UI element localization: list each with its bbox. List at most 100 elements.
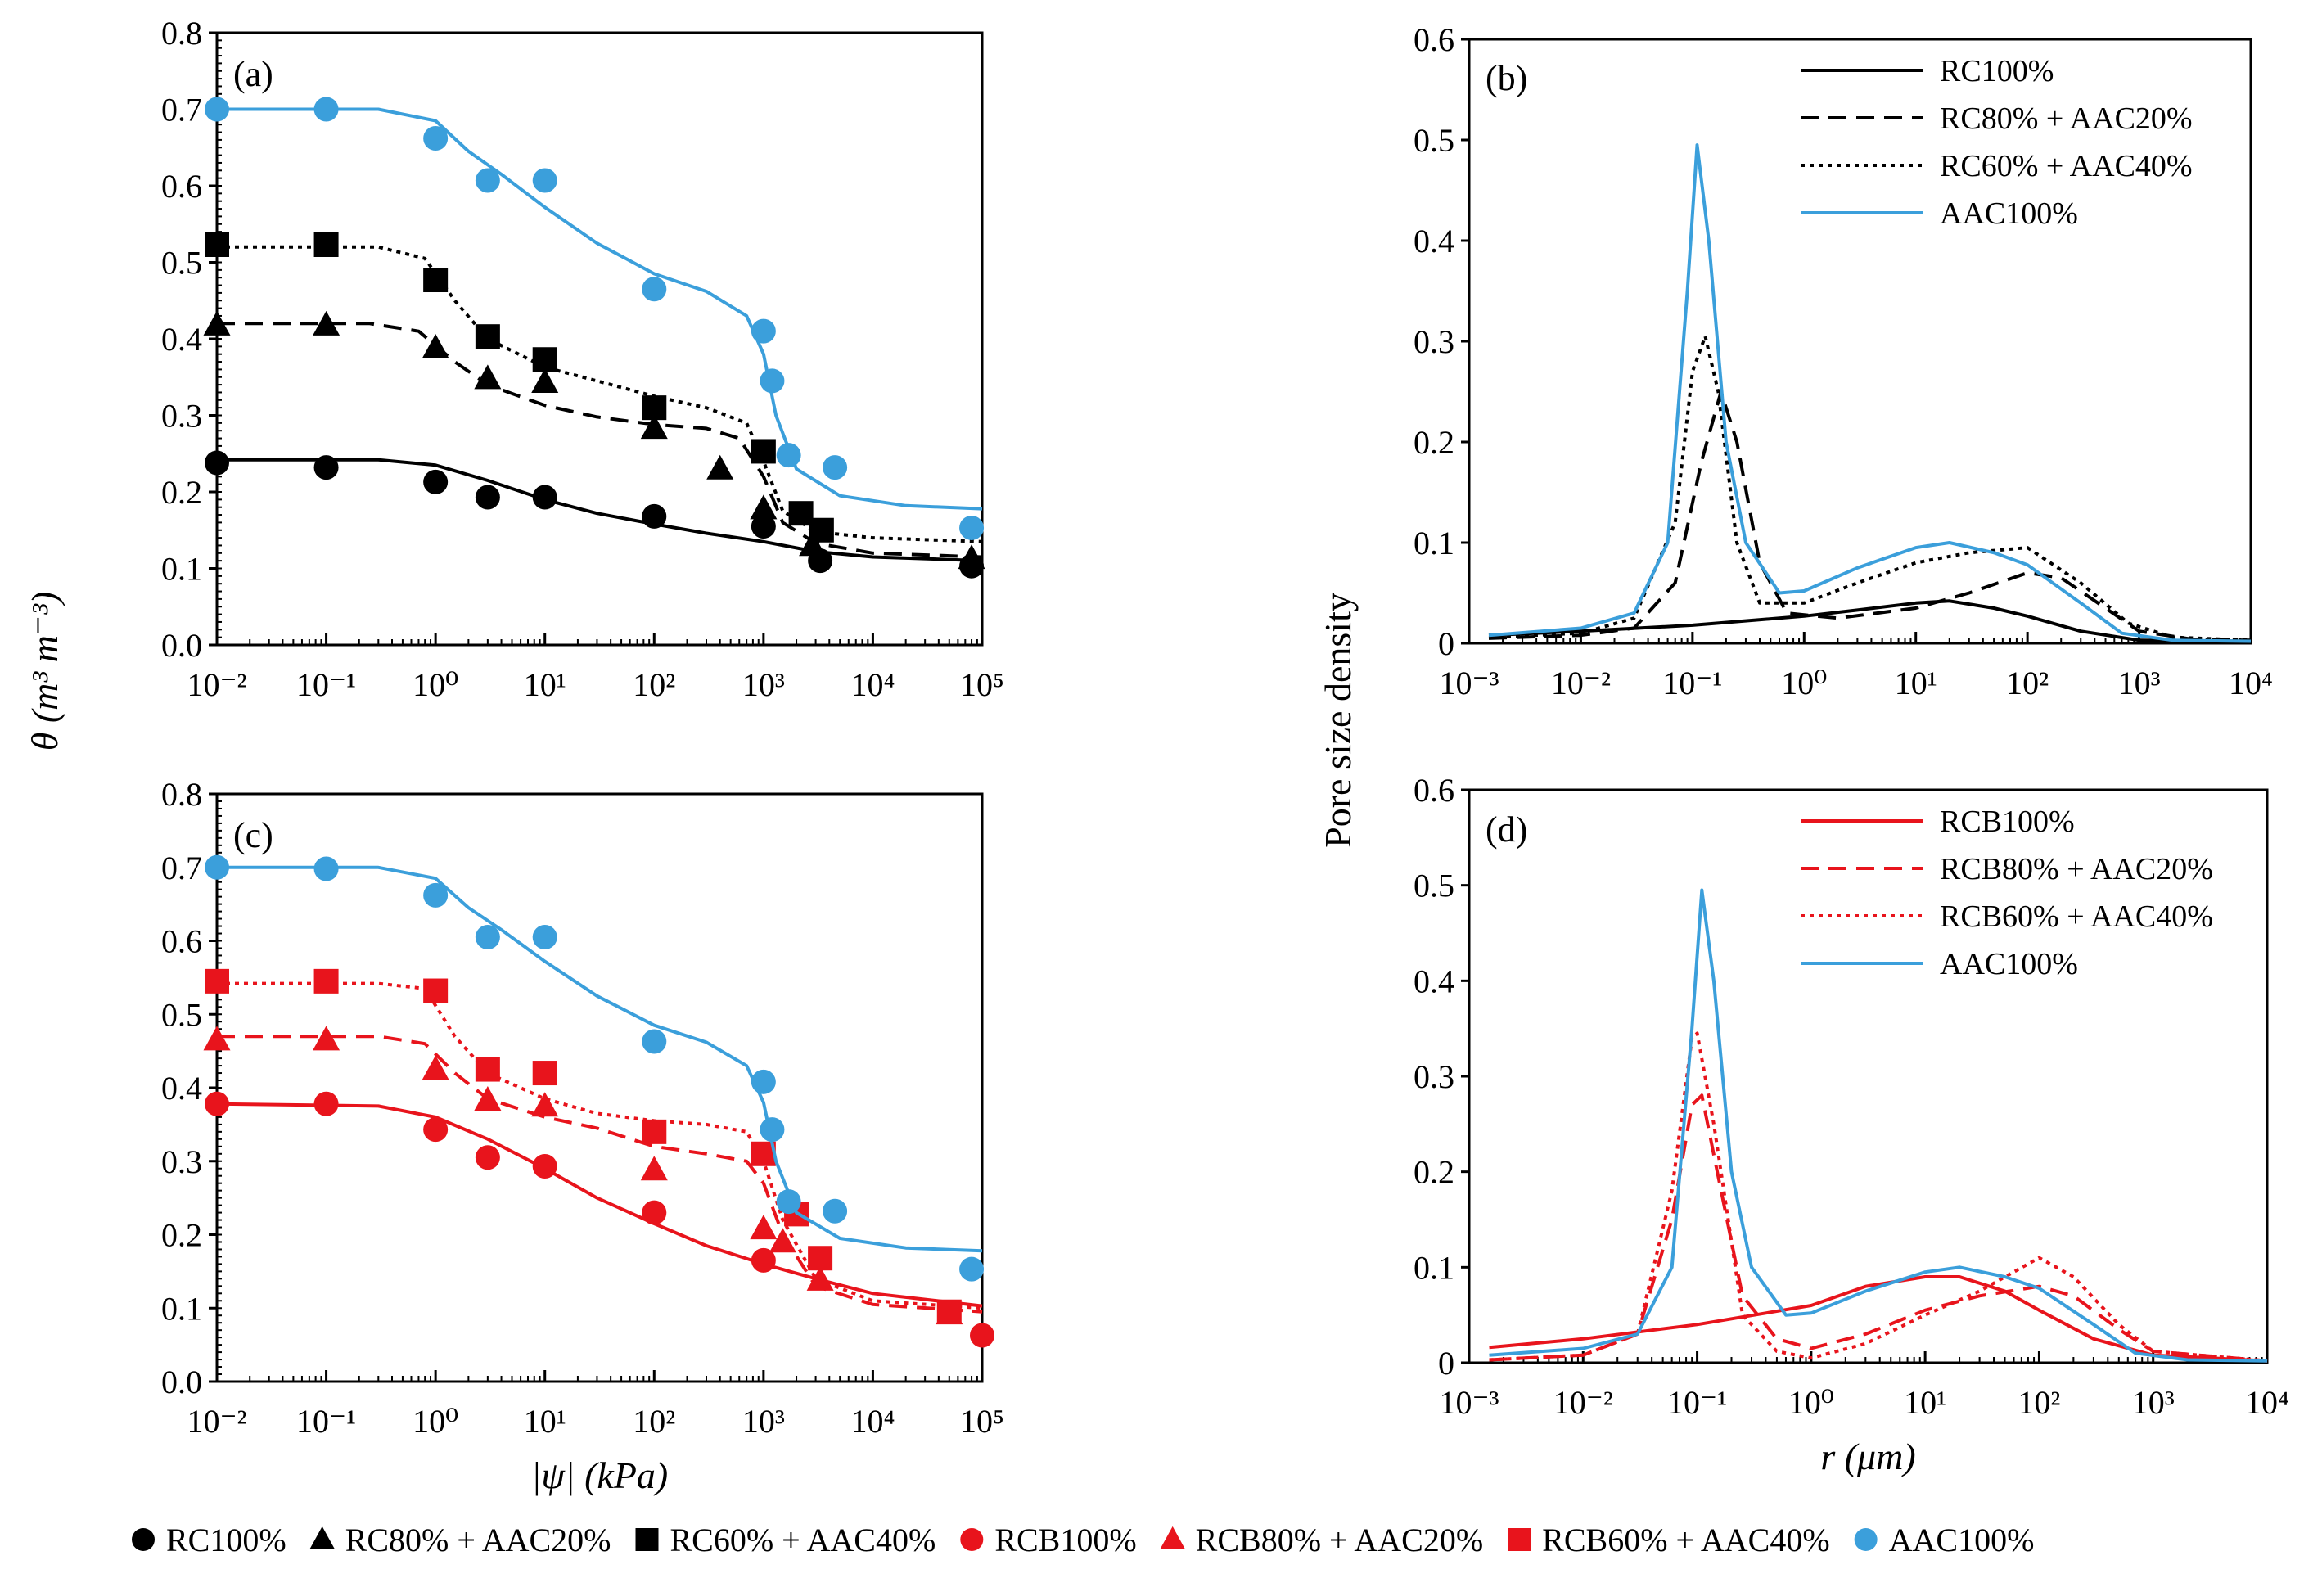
- y-tick-label: 0.3: [161, 398, 202, 435]
- legend-marker: [1160, 1526, 1186, 1549]
- panel-label: (c): [233, 815, 273, 855]
- x-tick-label: 10⁻²: [187, 1403, 246, 1440]
- legend-label: AAC100%: [1940, 947, 2078, 981]
- data-point: [751, 1247, 776, 1273]
- data-point: [532, 168, 557, 193]
- y-tick-label: 0.3: [161, 1143, 202, 1180]
- data-point: [760, 1117, 785, 1143]
- data-point: [313, 97, 339, 122]
- data-point: [751, 439, 776, 464]
- y-tick-label: 0.2: [1413, 1154, 1454, 1191]
- series-line: [1488, 390, 2252, 642]
- y-tick-label: 0.2: [161, 1217, 202, 1254]
- y-tick-label: 0.3: [1413, 1058, 1454, 1095]
- x-tick-label: 10⁻¹: [1667, 1384, 1727, 1421]
- y-tick-label: 0.3: [1413, 323, 1454, 360]
- y-tick-label: 0: [1438, 625, 1454, 662]
- panel-d: 0 0.1 0.2 0.3 0.4 0.5 0.6 10⁻³ 10⁻² 10⁻¹ 10⁰ 10¹ 10²…: [1413, 772, 2289, 1477]
- x-tick-label: 10²: [2018, 1384, 2060, 1421]
- legend-label: RC100%: [166, 1522, 286, 1558]
- x-tick-label: 10³: [742, 666, 785, 703]
- y-tick-label: 0.5: [1413, 868, 1454, 904]
- x-tick-label: 10³: [742, 1403, 785, 1440]
- data-point: [799, 531, 827, 557]
- data-point: [205, 232, 229, 257]
- series-line: [217, 865, 983, 1253]
- data-point: [475, 925, 500, 950]
- data-point: [313, 1026, 340, 1051]
- y-tick-label: 0.8: [161, 15, 202, 52]
- data-point: [313, 310, 340, 336]
- y-tick-label: 0.4: [161, 1070, 202, 1107]
- y-tick-label: 0.0: [161, 627, 202, 664]
- y-tick-label: 0.6: [1413, 772, 1454, 809]
- y-tick-label: 0.5: [161, 996, 202, 1033]
- y-tick-label: 0.7: [161, 92, 202, 128]
- data-point: [808, 1246, 833, 1271]
- data-point: [474, 364, 502, 390]
- legend-label: RC60% + AAC40%: [670, 1522, 936, 1558]
- data-point: [203, 310, 231, 336]
- x-tick-label: 10¹: [524, 1403, 566, 1440]
- data-point: [751, 1069, 776, 1094]
- ylabel-left: θ (m³ m⁻³): [24, 592, 65, 751]
- x-tick-label: 10²: [2006, 665, 2049, 701]
- panel-a: 0.0 0.1 0.2 0.3 0.4 0.5 0.6 0.7 0.8 10⁻² 10⁻¹ 10⁰ 10…: [161, 15, 1004, 703]
- data-point: [313, 856, 339, 881]
- data-point: [313, 1091, 339, 1116]
- x-tick-label: 10⁻³: [1439, 665, 1499, 701]
- data-point: [423, 1117, 449, 1143]
- panel-b: 0 0.1 0.2 0.3 0.4 0.5 0.6 10⁻³ 10⁻² 10⁻¹ 10⁰ 10¹ 10²…: [1413, 21, 2273, 701]
- y-tick-label: 0.5: [1413, 122, 1454, 159]
- data-point: [423, 882, 449, 908]
- data-point: [532, 485, 557, 510]
- legend-label: RCB80% + AAC20%: [1940, 852, 2213, 886]
- legend-marker: [132, 1528, 155, 1551]
- data-point: [642, 1200, 667, 1225]
- y-tick-label: 0.6: [1413, 21, 1454, 58]
- data-point: [532, 925, 557, 950]
- y-tick-label: 0.1: [1413, 525, 1454, 561]
- x-tick-label: 10⁵: [960, 1403, 1004, 1440]
- data-point: [205, 968, 229, 994]
- data-point: [205, 450, 229, 476]
- data-point: [750, 1215, 778, 1240]
- data-point: [205, 97, 229, 122]
- series-line: [1488, 143, 2252, 643]
- legend-label: RC80% + AAC20%: [345, 1522, 611, 1558]
- data-point: [970, 1323, 994, 1348]
- x-tick-label: 10⁻²: [1553, 1384, 1613, 1421]
- y-tick-label: 0.1: [1413, 1249, 1454, 1286]
- data-point: [750, 494, 778, 520]
- y-tick-label: 0.0: [161, 1364, 202, 1400]
- data-point: [532, 1154, 557, 1179]
- y-tick-label: 0.6: [161, 168, 202, 205]
- data-point: [313, 232, 339, 257]
- data-point: [531, 368, 559, 394]
- y-tick-label: 0.4: [1413, 223, 1454, 259]
- legend-label: RC80% + AAC20%: [1940, 101, 2193, 136]
- data-point: [423, 978, 449, 1003]
- y-tick-label: 0: [1438, 1345, 1454, 1382]
- data-point: [959, 1256, 985, 1282]
- x-tick-label: 10²: [633, 666, 675, 703]
- data-point: [809, 517, 834, 543]
- data-point: [532, 347, 557, 372]
- legend: RC100% RC80% + AAC20% RC60% + AAC40% AAC100…: [1801, 54, 2193, 231]
- y-tick-label: 0.2: [1413, 424, 1454, 461]
- data-point: [475, 324, 500, 349]
- data-point: [422, 1055, 449, 1080]
- series-line: [1489, 1031, 2268, 1363]
- series-line: [217, 245, 983, 543]
- data-point: [642, 503, 667, 529]
- legend-label: RCB100%: [994, 1522, 1136, 1558]
- series-line: [217, 981, 983, 1310]
- data-point: [958, 544, 985, 570]
- data-point: [642, 277, 667, 302]
- x-tick-label: 10⁵: [960, 666, 1004, 703]
- x-tick-label: 10⁴: [850, 1403, 895, 1440]
- data-point: [760, 368, 785, 394]
- panel-c: 0.0 0.1 0.2 0.3 0.4 0.5 0.6 0.7 0.8 10⁻² 10⁻¹ 10⁰ 10…: [161, 776, 1004, 1496]
- data-point: [475, 168, 500, 193]
